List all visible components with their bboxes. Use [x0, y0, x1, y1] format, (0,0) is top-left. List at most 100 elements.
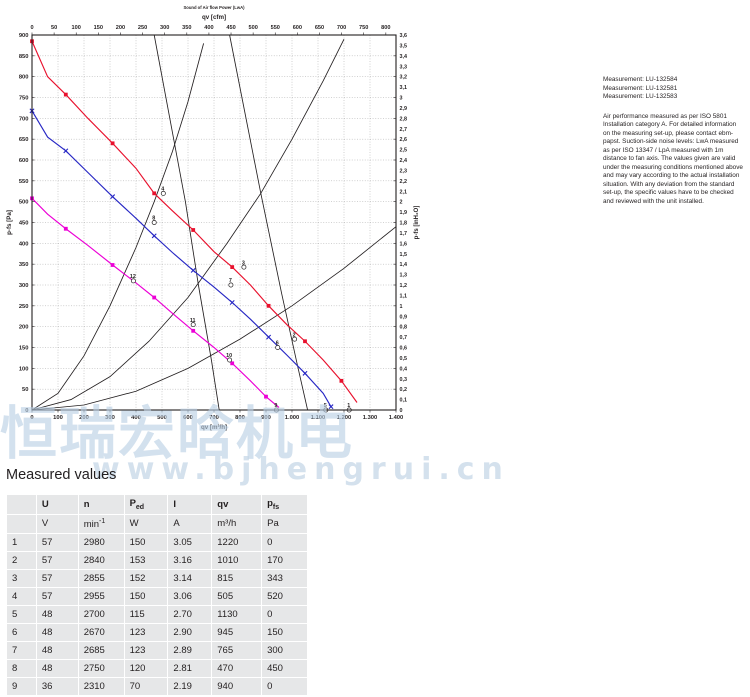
top-tick-label: 250 [138, 25, 147, 31]
row-voltage: 36 [35, 677, 79, 697]
row-speed: 2855 [77, 569, 125, 589]
unit-index [6, 513, 37, 535]
unit-power: W [123, 513, 169, 535]
right-tick-label: 2 [400, 200, 403, 206]
unit-speed: min-1 [77, 513, 125, 535]
row-power: 150 [123, 533, 169, 553]
table-row: 5 48 2700 115 2.70 1130 0 [6, 605, 308, 625]
fan-curve-0 [31, 41, 358, 403]
left-tick-label: 850 [19, 54, 29, 60]
operating-point-label: 7 [229, 278, 232, 284]
table-row: 9 36 2310 70 2.19 940 0 [6, 677, 308, 697]
data-marker [63, 226, 68, 231]
row-speed: 2750 [77, 659, 125, 679]
row-power: 115 [123, 605, 169, 625]
row-index: 2 [6, 551, 37, 571]
operating-point-label: 10 [226, 353, 232, 359]
right-tick-label: 2,1 [400, 189, 408, 195]
operating-point-label: 11 [190, 318, 196, 324]
data-marker [302, 370, 308, 376]
right-tick-label: 1,2 [400, 283, 408, 289]
unit-current: A [167, 513, 213, 535]
row-pressure: 0 [261, 677, 308, 697]
row-current: 3.05 [167, 533, 213, 553]
operating-point-marker [241, 264, 247, 270]
row-power: 120 [123, 659, 169, 679]
top-tick-label: 700 [337, 25, 346, 31]
left-tick-label: 900 [19, 33, 29, 39]
top-tick-label: 750 [359, 25, 368, 31]
data-marker [110, 194, 116, 200]
left-tick-label: 200 [19, 325, 29, 331]
operating-point-label: 9 [274, 403, 277, 409]
row-pressure: 0 [261, 605, 308, 625]
measured-values-table: U n Ped I qv pfs V min-1 W A m³/h Pa 1 57… [6, 494, 308, 697]
col-power: Ped [123, 494, 169, 515]
data-marker [110, 263, 115, 267]
right-tick-label: 2,4 [400, 158, 408, 164]
top-tick-label: 0 [30, 25, 33, 31]
chart-title: Sound of Air flow Power (LwA) [183, 5, 245, 10]
right-tick-label: 0,9 [400, 314, 408, 320]
operating-point-marker [190, 322, 196, 328]
left-tick-label: 50 [22, 387, 28, 393]
data-marker [339, 378, 344, 383]
measurement-id-2: Measurement: LU-132581 [603, 84, 678, 92]
top-tick-label: 500 [248, 25, 257, 31]
row-index: 5 [6, 605, 37, 625]
row-index: 6 [6, 623, 37, 643]
row-current: 2.81 [167, 659, 213, 679]
row-index: 8 [6, 659, 37, 679]
top-tick-label: 150 [94, 25, 103, 31]
row-airflow: 505 [211, 587, 263, 607]
table-row: 8 48 2750 120 2.81 470 450 [6, 659, 308, 679]
col-airflow: qv [211, 494, 263, 515]
operating-point-label: 5 [324, 403, 327, 409]
right-tick-label: 1,4 [400, 262, 408, 268]
table-row: 4 57 2955 150 3.06 505 520 [6, 587, 308, 607]
row-index: 3 [6, 569, 37, 589]
data-marker [328, 404, 334, 410]
data-marker [191, 328, 196, 333]
operating-point-marker [227, 357, 233, 363]
left-axis-label: p-fs [Pa] [6, 210, 13, 235]
table-row: 6 48 2670 123 2.90 945 150 [6, 623, 308, 643]
top-tick-label: 450 [226, 25, 235, 31]
row-voltage: 48 [35, 659, 79, 679]
bottom-tick-label: 500 [157, 415, 167, 421]
table-row: 7 48 2685 123 2.89 765 300 [6, 641, 308, 661]
operating-point-label: 8 [152, 216, 155, 222]
row-airflow: 470 [211, 659, 263, 679]
system-parabola-c [31, 226, 397, 411]
top-tick-label: 50 [51, 25, 57, 31]
row-speed: 2840 [77, 551, 125, 571]
notes-panel: Measurement: LU-132584 Measurement: LU-1… [603, 76, 743, 206]
row-airflow: 940 [211, 677, 263, 697]
operating-point-marker [160, 190, 166, 196]
bottom-tick-label: 600 [183, 415, 193, 421]
bottom-tick-label: 1.300 [363, 415, 378, 421]
right-tick-label: 1,7 [400, 231, 408, 237]
top-tick-label: 200 [116, 25, 125, 31]
data-marker [266, 303, 271, 308]
left-tick-label: 0 [25, 408, 28, 414]
bottom-tick-label: 800 [235, 415, 245, 421]
left-tick-label: 800 [19, 75, 29, 81]
row-speed: 2980 [77, 533, 125, 553]
top-tick-label: 550 [271, 25, 280, 31]
fan-curve-2 [31, 197, 280, 408]
top-tick-label: 800 [381, 25, 390, 31]
right-tick-label: 0,3 [400, 377, 408, 383]
top-tick-label: 400 [204, 25, 213, 31]
operating-point-label: 6 [276, 341, 279, 347]
system-parabola-a [31, 43, 205, 411]
right-tick-label: 1,3 [400, 273, 408, 279]
row-current: 3.14 [167, 569, 213, 589]
left-tick-label: 750 [19, 96, 29, 102]
operating-point-label: 1 [347, 403, 350, 409]
data-marker [63, 92, 68, 97]
left-tick-label: 600 [19, 158, 29, 164]
data-marker [152, 295, 157, 300]
